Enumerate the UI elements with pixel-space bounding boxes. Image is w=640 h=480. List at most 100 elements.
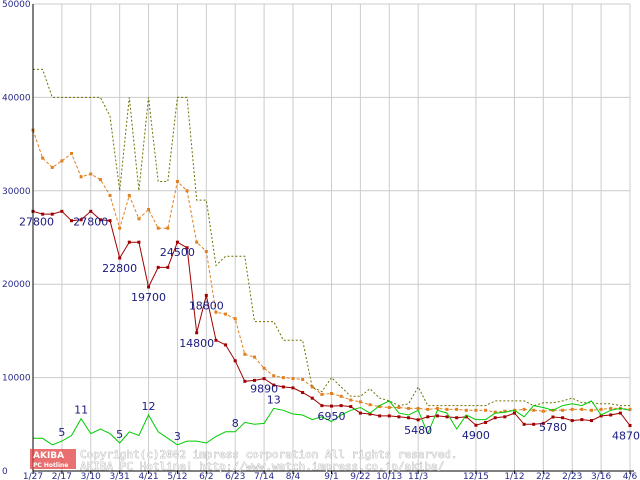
x-tick-label: 6/23 (225, 472, 245, 480)
x-tick-label: 4/6 (623, 472, 638, 480)
series-1-point (628, 407, 632, 411)
x-tick-label: 2/23 (562, 472, 582, 480)
series-1-point (368, 403, 372, 407)
data-label: 3 (174, 430, 181, 443)
series-0-point (416, 418, 420, 422)
akiba-logo (30, 449, 76, 469)
series-0-point (561, 416, 565, 420)
x-tick-label: 2/2 (536, 472, 550, 480)
series-1-point (89, 172, 93, 176)
series-0-point (127, 240, 131, 244)
series-1-point (522, 407, 526, 411)
series-1-point (195, 240, 199, 244)
series-0-point (89, 209, 93, 213)
y-tick-label: 10000 (2, 374, 31, 384)
series-1-point (589, 408, 593, 412)
series-line-3 (33, 400, 631, 446)
series-0-point (41, 212, 45, 216)
series-1-point (609, 406, 613, 410)
data-label: 5780 (539, 421, 567, 434)
data-label: 27800 (19, 215, 54, 228)
series-1-point (407, 406, 411, 410)
series-1-point (455, 407, 459, 411)
series-0-point (60, 209, 64, 213)
series-0-point (387, 414, 391, 418)
series-1-point (252, 355, 256, 359)
series-0-point (435, 414, 439, 418)
x-tick-label: 7/14 (254, 472, 274, 480)
series-0-point (474, 423, 478, 427)
data-label: 5 (116, 428, 123, 441)
series-1-point (330, 391, 333, 395)
series-1-point (416, 406, 420, 410)
series-1-point (233, 317, 237, 321)
series-1-point (445, 407, 449, 411)
series-0-point (599, 414, 603, 418)
data-label: 22800 (102, 262, 137, 275)
series-1-point (464, 408, 468, 412)
y-tick-label: 50000 (2, 0, 31, 10)
series-1-point (127, 193, 131, 197)
series-0-point (512, 411, 516, 415)
series-0-point (291, 386, 295, 390)
series-0-point (204, 293, 208, 297)
series-1-point (70, 151, 74, 155)
x-tick-label: 8/4 (286, 472, 301, 480)
series-0-point (445, 415, 449, 419)
series-0-point (233, 359, 237, 363)
series-1-point (426, 407, 430, 411)
series-0-point (484, 420, 488, 424)
series-0-point (252, 378, 256, 382)
x-tick-label: 1/27 (23, 472, 43, 480)
series-0-point (195, 331, 199, 335)
series-0-point (358, 411, 362, 415)
series-1-point (358, 400, 362, 404)
series-0-point (50, 212, 54, 216)
series-0-point (455, 416, 459, 420)
series-1-point (320, 392, 324, 396)
series-0-point (108, 219, 112, 223)
series-0-point (156, 265, 160, 269)
series-0-point (570, 419, 574, 423)
data-label: 19700 (131, 291, 166, 304)
data-label: 4900 (462, 429, 490, 442)
series-1-point (98, 178, 102, 182)
series-0-point (147, 285, 151, 289)
series-0-point (224, 343, 228, 347)
x-tick-label: 3/10 (81, 472, 101, 480)
series-0-point (628, 424, 632, 428)
series-1-point (262, 366, 266, 370)
series-0-point (493, 416, 497, 420)
grid-layer (32, 3, 631, 472)
series-0-point (618, 411, 622, 415)
x-tick-label: 3/31 (110, 472, 130, 480)
series-0-point (551, 415, 555, 419)
series-1-point (561, 408, 565, 412)
series-1-point (204, 250, 208, 254)
data-label: 6950 (318, 410, 346, 423)
series-1-point (137, 217, 141, 221)
series-1-point (339, 394, 343, 398)
series-1-point (349, 398, 353, 402)
y-tick-label: 30000 (2, 187, 31, 197)
series-1-point (503, 409, 507, 413)
series-0-point (580, 418, 584, 422)
series-1-point (118, 226, 122, 230)
data-label: 18800 (189, 299, 224, 312)
series-0-point (522, 422, 526, 426)
series-1-point (291, 377, 295, 381)
series-0-point (339, 404, 343, 408)
series-1-point (541, 409, 545, 413)
series-0-point (407, 416, 411, 420)
data-label: 4870 (612, 430, 640, 443)
data-label: 5480 (404, 424, 432, 437)
x-tick-label: 1/12 (504, 472, 524, 480)
y-tick-label: 40000 (2, 93, 31, 103)
series-1-point (493, 410, 497, 414)
series-0-point (301, 391, 305, 395)
series-1-point (41, 156, 45, 160)
data-label: 9890 (250, 383, 278, 396)
series-1-point (108, 193, 112, 197)
series-1-point (281, 376, 285, 380)
